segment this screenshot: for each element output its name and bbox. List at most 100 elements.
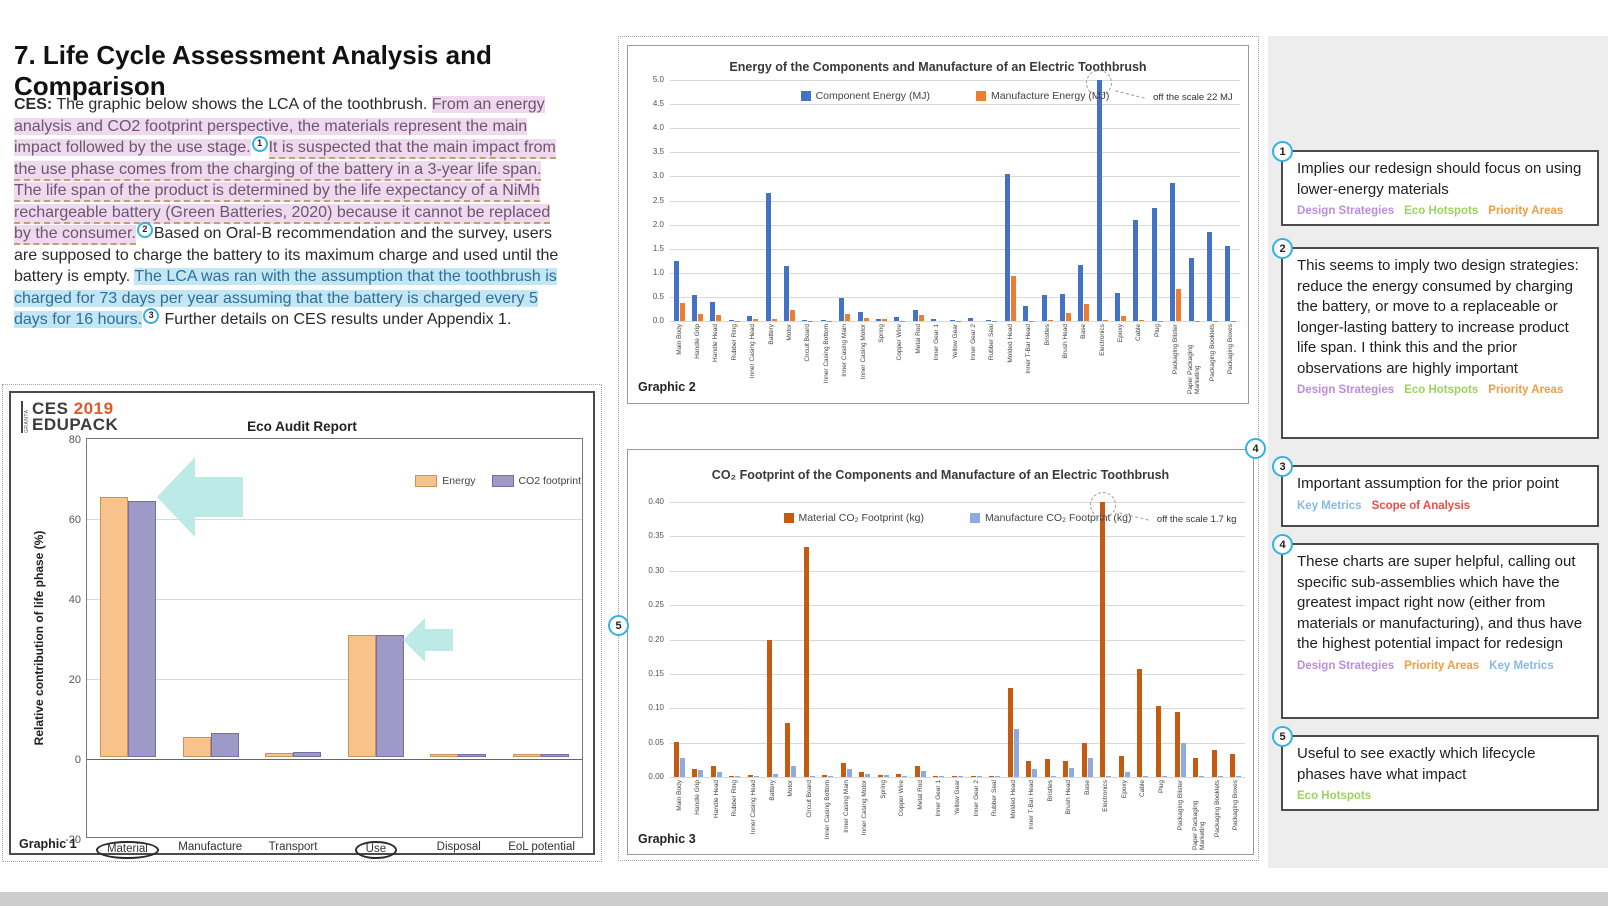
y-tick-label: 0.30 [648,565,664,575]
bar-pair [875,318,887,321]
bar-pair [822,774,834,777]
annotation-note-4[interactable]: 4 These charts are super helpful, calling… [1272,534,1599,719]
bar-group-8 [817,80,835,321]
bar-pair [933,775,945,777]
bar [986,320,992,321]
x-label-cell: Inner Casing Head [744,780,763,850]
annotation-note-5[interactable]: 5 Useful to see exactly which lifecycle p… [1272,726,1599,811]
chart3-plot: 0.00 0.05 0.10 0.15 0.20 0.25 0.30 0.35 0.40 [648,497,1245,781]
bar [933,775,939,777]
highlight-arrow-material [157,457,243,537]
bar-group-15 [948,502,967,777]
note-number-badge[interactable]: 4 [1272,534,1293,555]
note-tags: Design Strategies Eco Hotspots Priority Ar… [1297,202,1585,219]
inline-anchor-marker-2[interactable]: 2 [136,221,153,238]
x-label-cell: Spring [872,324,890,398]
bar-pair [1023,306,1035,321]
gridline [87,759,582,760]
bar [347,635,376,757]
x-label: Handle Grip [694,324,702,359]
annotation-note-1[interactable]: 1 Implies our redesign should focus on us… [1272,141,1599,226]
note-tag[interactable]: Priority Areas [1488,384,1564,396]
note-number-badge[interactable]: 3 [1272,456,1293,477]
note-tag[interactable]: Eco Hotspots [1404,384,1479,396]
annotation-sidebar: 1 Implies our redesign should focus on us… [1268,36,1608,868]
bar-group-25 [1130,80,1148,321]
bar [802,320,808,321]
bar [692,294,698,321]
note-tag[interactable]: Eco Hotspots [1404,205,1479,217]
gridline [670,200,1240,202]
bar [976,776,982,777]
x-label: Spring [879,780,887,799]
note-number-badge[interactable]: 5 [1272,726,1293,747]
bar [729,776,735,777]
legend-item: Energy [415,475,476,487]
bar-pair [673,260,685,321]
inline-anchor-marker-3[interactable]: 3 [143,307,160,324]
bar-group-2 [707,502,726,777]
bar [1106,775,1112,777]
x-label: Inner Casing Main [841,324,849,377]
note-tag[interactable]: Design Strategies [1297,659,1395,672]
bar-pair [894,317,906,321]
x-label: Bristles [1046,780,1054,802]
x-label-cell: Packaging Blister [1171,780,1190,850]
bar [791,766,797,777]
note-tag[interactable]: Design Strategies [1297,384,1395,396]
note-tags: Design Strategies Priority Areas Key Metri… [1297,657,1585,674]
note-tag[interactable]: Priority Areas [1488,205,1564,217]
x-label: Motor [787,780,795,797]
ces-edupack-logo: GRANTA CES 2019 EDUPACK [21,400,118,433]
note-number-badge[interactable]: 2 [1272,238,1293,259]
note-tag[interactable]: Key Metrics [1297,499,1362,512]
note-tags: Eco Hotspots [1297,787,1585,804]
gridline [670,152,1240,154]
anchor-marker-4[interactable]: 4 [1245,438,1266,459]
bar-group-19 [1022,502,1041,777]
bar [1225,246,1231,321]
x-label: Handle Head [712,324,720,362]
x-label: Motor [786,324,794,341]
bar [875,318,881,321]
gridline [670,176,1240,178]
x-axis-labels: Main Body Handle Grip Handle Head Rubber Ri… [670,780,1245,850]
x-label: Inner T-Bar Head [1028,780,1036,830]
bar-group-21 [1059,502,1078,777]
bar [1063,761,1069,777]
bar-pair [100,497,157,757]
bar [771,318,777,321]
bar-pair [785,722,797,777]
note-tag[interactable]: Design Strategies [1297,205,1395,217]
bar-pair [896,774,908,777]
x-label-cell: Handle Grip [689,780,708,850]
bar [967,318,973,321]
y-tick-label: 2.0 [652,219,664,229]
bar-pair [1026,761,1038,777]
note-number-badge[interactable]: 1 [1272,141,1293,162]
bar-group-1 [689,502,708,777]
note-tag[interactable]: Eco Hotspots [1297,790,1372,802]
note-tag[interactable]: Priority Areas [1404,659,1480,672]
chart1-plot: -20 0 20 40 60 80 [65,434,583,846]
note-tag[interactable]: Scope of Analysis [1371,499,1471,512]
chart-legend: Material CO₂ Footprint (kg) Manufacture C… [670,512,1245,524]
inline-anchor-marker-1[interactable]: 1 [251,135,268,152]
bar-group-23 [1093,80,1111,321]
annotation-note-2[interactable]: 2 This seems to imply two design strategi… [1272,238,1599,439]
bar-pair [1188,258,1200,321]
x-label-cell: Main Body [670,780,689,850]
bar [1069,768,1075,777]
bar-pair [1155,705,1167,777]
bar-pair [729,776,741,777]
anchor-marker-5[interactable]: 5 [608,615,629,636]
bar [1023,306,1029,321]
bar-groups [87,439,582,837]
note-tag[interactable]: Key Metrics [1489,659,1554,672]
x-label-cell: Brush Head [1059,780,1078,850]
bar [902,776,908,777]
annotation-note-3[interactable]: 3 Important assumption for the prior poin… [1272,456,1599,527]
x-label-cell: Motor [781,780,800,850]
bar [845,313,851,321]
gridline [87,599,582,600]
